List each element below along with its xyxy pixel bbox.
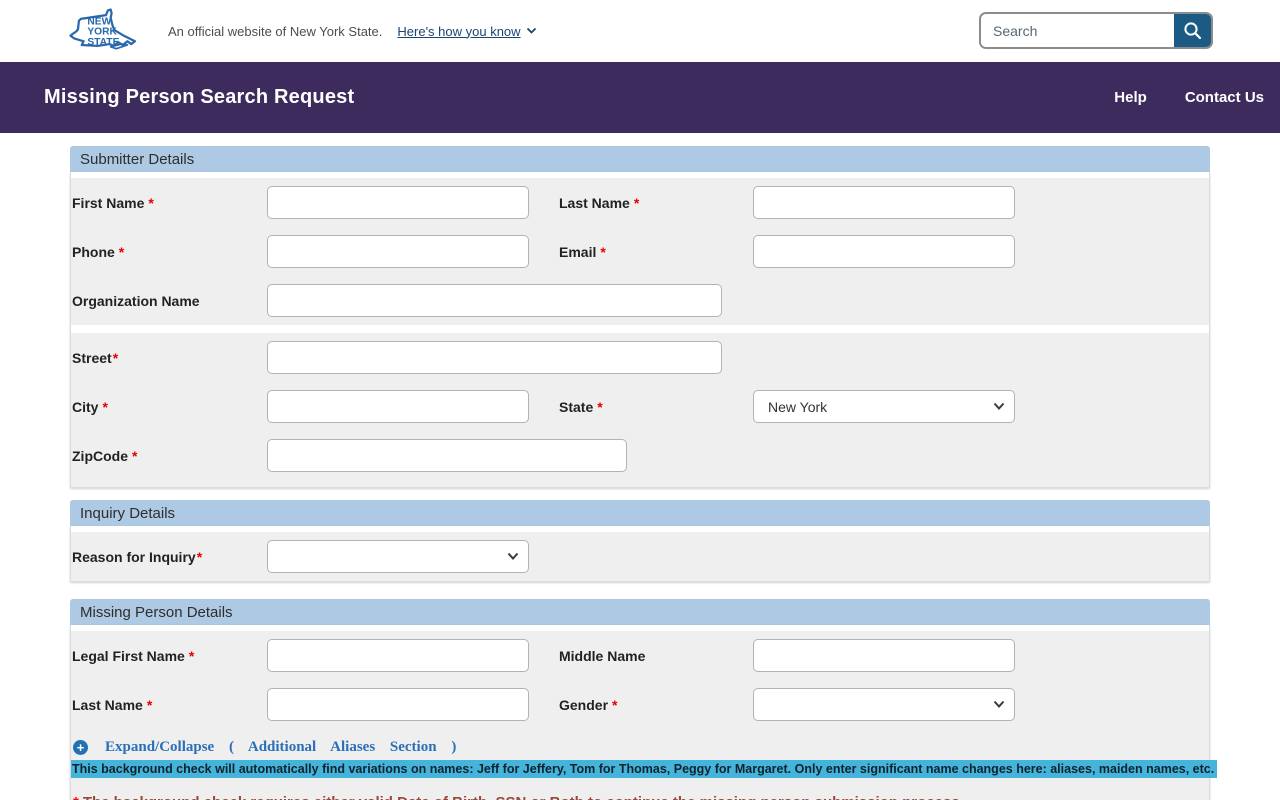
svg-text:YORK: YORK — [87, 27, 117, 38]
submitter-details-section: Submitter Details First Name * Last Name *… — [70, 146, 1210, 488]
email-input[interactable] — [753, 235, 1015, 268]
reason-select-wrap — [267, 540, 529, 573]
missing-person-details-header: Missing Person Details — [70, 599, 1210, 625]
chevron-down-icon — [526, 27, 536, 34]
search-icon — [1184, 22, 1202, 40]
submitter-details-header: Submitter Details — [70, 146, 1210, 172]
required-asterisk: * — [73, 794, 79, 800]
dob-ssn-required-note: *The background check requires either va… — [71, 794, 1209, 800]
street-input[interactable] — [267, 341, 722, 374]
middle-name-label: Middle Name — [559, 647, 646, 664]
site-search — [979, 12, 1213, 49]
expand-collapse-row: + Expand/Collapse ( Additional Aliases S… — [71, 737, 1209, 757]
svg-text:NEW: NEW — [87, 16, 111, 27]
mp-last-name-label: Last Name * — [72, 696, 153, 713]
mp-last-name-input[interactable] — [267, 688, 529, 721]
search-input[interactable] — [981, 14, 1174, 47]
first-name-input[interactable] — [267, 186, 529, 219]
search-button[interactable] — [1174, 14, 1211, 47]
street-label: Street* — [72, 349, 119, 366]
reason-for-inquiry-select[interactable] — [267, 540, 529, 573]
first-name-label: First Name * — [72, 194, 154, 211]
gender-label: Gender * — [559, 696, 618, 713]
form-row-zipcode: ZipCode * — [71, 431, 1209, 480]
plus-circle-icon[interactable]: + — [73, 739, 88, 755]
form-content: Submitter Details First Name * Last Name *… — [70, 146, 1218, 800]
official-website-text: An official website of New York State. — [168, 23, 383, 39]
svg-text:STATE: STATE — [87, 37, 119, 48]
organization-name-input[interactable] — [267, 284, 722, 317]
inquiry-details-header: Inquiry Details — [70, 500, 1210, 526]
phone-input[interactable] — [267, 235, 529, 268]
form-row-name: First Name * Last Name * — [71, 178, 1209, 227]
last-name-input[interactable] — [753, 186, 1015, 219]
organization-name-label: Organization Name — [72, 292, 200, 309]
zipcode-input[interactable] — [267, 439, 627, 472]
expand-collapse-aliases-link[interactable]: Expand/Collapse ( Additional Aliases Sec… — [105, 738, 457, 755]
state-label: State * — [559, 398, 603, 415]
form-row-reason: Reason for Inquiry* — [71, 532, 1209, 581]
nys-banner: NEW YORK STATE An official website of Ne… — [0, 0, 1280, 62]
form-row-city-state: City * State * New York — [71, 382, 1209, 431]
legal-first-name-input[interactable] — [267, 639, 529, 672]
legal-first-name-label: Legal First Name * — [72, 647, 195, 664]
inquiry-details-section: Inquiry Details Reason for Inquiry* — [70, 500, 1210, 582]
nys-logo-icon: NEW YORK STATE — [69, 8, 137, 50]
heres-how-you-know-link[interactable]: Here's how you know — [397, 24, 536, 39]
header-nav: Help Contact Us — [1114, 89, 1264, 106]
last-name-label: Last Name * — [559, 194, 640, 211]
phone-label: Phone * — [72, 243, 125, 260]
city-input[interactable] — [267, 390, 529, 423]
missing-person-details-section: Missing Person Details Legal First Name *… — [70, 599, 1218, 800]
page-title: Missing Person Search Request — [44, 86, 355, 108]
alias-variations-note: This background check will automatically… — [71, 760, 1218, 778]
form-row-organization: Organization Name — [71, 276, 1209, 325]
app-header: Missing Person Search Request Help Conta… — [0, 62, 1280, 133]
state-select-wrap: New York — [753, 390, 1015, 423]
form-row-contact: Phone * Email * — [71, 227, 1209, 276]
form-row-legal-name: Legal First Name * Middle Name — [71, 631, 1209, 680]
contact-us-link[interactable]: Contact Us — [1184, 89, 1264, 106]
gender-select-wrap — [753, 688, 1015, 721]
state-select[interactable]: New York — [753, 390, 1015, 423]
zipcode-label: ZipCode * — [72, 447, 138, 464]
form-row-street: Street* — [71, 333, 1209, 382]
form-row-lastname-gender: Last Name * Gender * — [71, 680, 1209, 729]
reason-for-inquiry-label: Reason for Inquiry* — [72, 548, 203, 565]
help-link[interactable]: Help — [1114, 89, 1147, 106]
city-label: City * — [72, 398, 108, 415]
middle-name-input[interactable] — [753, 639, 1015, 672]
gender-select[interactable] — [753, 688, 1015, 721]
email-label: Email * — [559, 243, 606, 260]
heres-how-you-know-label: Here's how you know — [397, 23, 521, 39]
